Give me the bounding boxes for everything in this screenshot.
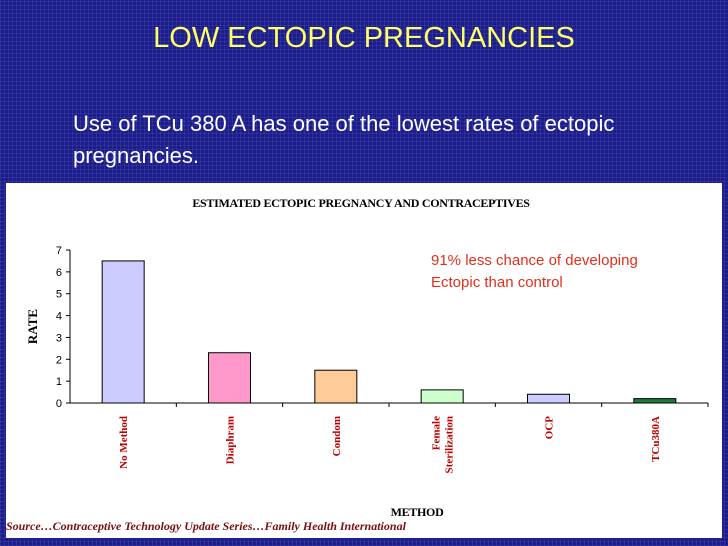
x-axis-label: METHOD [391, 505, 445, 519]
y-axis-label: RATE [25, 309, 40, 344]
x-category-label: Female [431, 416, 443, 450]
slide-body-text: Use of TCu 380 A has one of the lowest r… [73, 111, 615, 168]
y-tick-label: 3 [56, 332, 62, 344]
x-category-label: No Method [118, 416, 130, 469]
y-tick-label: 2 [56, 354, 62, 366]
x-category-label: Sterilization [444, 416, 456, 473]
bar-chart: ESTIMATED ECTOPIC PREGNANCY AND CONTRACE… [25, 196, 709, 519]
bar-no-method [101, 260, 145, 404]
x-category-label: Condom [331, 416, 343, 456]
annotation-text: 91% less chance of developing [431, 252, 638, 269]
chart-panel: ESTIMATED ECTOPIC PREGNANCY AND CONTRACE… [6, 183, 722, 538]
bar-ocp [527, 393, 570, 404]
y-tick-label: 6 [56, 267, 62, 279]
annotation-text: Ectopic than control [431, 274, 563, 291]
source-note: Source…Contraceptive Technology Update S… [6, 519, 406, 533]
x-category-label: Diaphram [225, 416, 237, 464]
slide-title: LOW ECTOPIC PREGNANCIES [153, 22, 575, 54]
bar-condom [314, 369, 358, 404]
bar-tcu380a [633, 398, 677, 404]
bar-female-sterilization [420, 389, 464, 404]
y-tick-label: 1 [56, 376, 62, 388]
x-category-label: OCP [544, 416, 556, 440]
y-tick-label: 5 [56, 289, 62, 301]
y-tick-label: 0 [56, 398, 62, 410]
y-tick-label: 7 [56, 245, 62, 257]
chart-title: ESTIMATED ECTOPIC PREGNANCY AND CONTRACE… [192, 196, 530, 210]
x-category-label: TCu380A [650, 416, 662, 462]
y-tick-label: 4 [56, 311, 62, 323]
bar-diaphram [208, 352, 251, 404]
